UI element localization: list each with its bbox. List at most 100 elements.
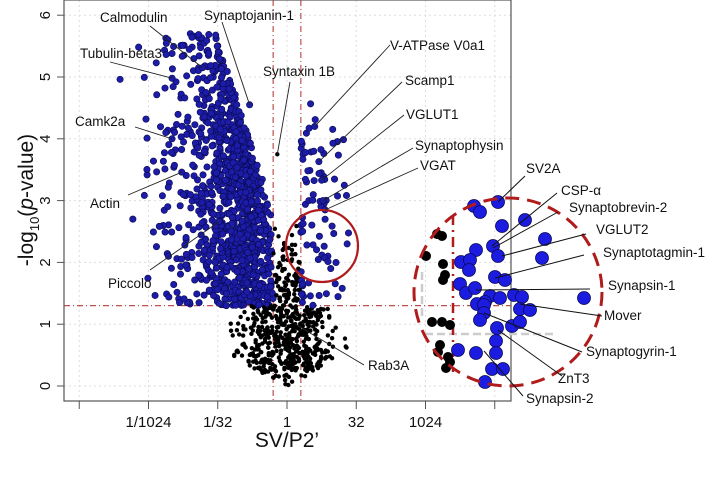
data-point (310, 177, 318, 185)
data-point (252, 366, 257, 371)
data-point (282, 377, 288, 383)
data-point (289, 247, 295, 253)
data-point (260, 370, 265, 375)
data-point (343, 240, 351, 248)
data-point (233, 163, 241, 171)
inset-point-label: ZnT3 (558, 371, 590, 386)
data-point (325, 306, 330, 312)
data-point (262, 356, 268, 362)
inset-black-point (437, 231, 447, 241)
data-point (281, 303, 287, 308)
data-point (258, 266, 266, 274)
data-point (209, 237, 217, 245)
inset-point-label: Synapsin-2 (526, 391, 594, 406)
data-point (287, 353, 292, 359)
data-point (237, 332, 242, 337)
data-point (160, 149, 168, 157)
data-point (164, 183, 172, 191)
data-point (339, 136, 347, 144)
x-tick-label: 1024 (409, 414, 442, 431)
data-point (253, 161, 261, 169)
inset-blue-point (489, 346, 503, 360)
data-point (182, 250, 190, 258)
inset-blue-point (469, 243, 483, 257)
data-point (236, 230, 244, 238)
data-point (171, 128, 179, 136)
data-point (292, 346, 297, 351)
data-point (183, 72, 191, 80)
data-point (216, 204, 224, 212)
data-point (143, 134, 151, 142)
data-point (247, 352, 253, 358)
data-point (303, 241, 311, 249)
data-point (263, 201, 271, 209)
data-point (278, 262, 283, 268)
data-point (143, 165, 151, 173)
data-point (231, 295, 239, 303)
x-tick-label: 1 (283, 414, 291, 431)
data-point (314, 363, 320, 369)
data-point (263, 310, 268, 316)
data-point (321, 215, 329, 223)
data-point (283, 319, 289, 324)
data-point (271, 251, 276, 256)
data-point (207, 269, 215, 277)
point-label: Synaptojanin-1 (204, 8, 294, 23)
data-point (129, 215, 137, 223)
data-point (273, 333, 279, 339)
leader-line (295, 323, 365, 366)
data-point (286, 272, 292, 277)
data-point (265, 359, 270, 365)
inset-leader-line (497, 175, 526, 203)
data-point (307, 100, 315, 108)
data-point (293, 276, 299, 281)
data-point (167, 264, 175, 272)
data-point (235, 321, 241, 326)
data-point (324, 258, 332, 266)
data-point (224, 278, 232, 286)
y-tick-label: 2 (37, 258, 54, 266)
data-point (161, 84, 169, 92)
data-point (295, 311, 300, 316)
data-point (273, 272, 278, 278)
data-point (202, 136, 210, 144)
data-point (287, 359, 293, 365)
data-point (238, 137, 246, 145)
data-point (306, 292, 314, 300)
data-point (197, 130, 205, 138)
point-label: Camk2a (75, 114, 126, 129)
data-point (272, 226, 278, 232)
inset-leader-line (491, 192, 558, 247)
data-point (230, 153, 238, 161)
data-point (299, 155, 307, 163)
data-point (243, 288, 251, 296)
data-point (243, 206, 251, 214)
data-point (255, 365, 261, 371)
data-point (246, 254, 254, 262)
data-point (302, 373, 308, 379)
data-point (270, 307, 276, 312)
data-point (283, 332, 288, 337)
data-point (210, 163, 218, 171)
data-point (280, 247, 285, 253)
inset-blue-point (538, 232, 552, 246)
data-point (329, 125, 337, 133)
data-point (293, 283, 298, 289)
data-point (334, 151, 342, 159)
data-point (248, 243, 256, 251)
data-point (251, 311, 256, 317)
data-point (197, 210, 205, 218)
y-tick-label: 5 (37, 73, 54, 81)
data-point (275, 320, 281, 325)
data-point (202, 89, 210, 97)
leader-line (134, 126, 173, 140)
data-point (184, 113, 192, 121)
data-point (255, 240, 263, 248)
data-point (314, 256, 322, 264)
inset-blue-point (496, 362, 510, 376)
data-point (331, 280, 339, 288)
data-point (212, 31, 220, 39)
data-point (322, 290, 330, 298)
data-point (260, 341, 265, 346)
